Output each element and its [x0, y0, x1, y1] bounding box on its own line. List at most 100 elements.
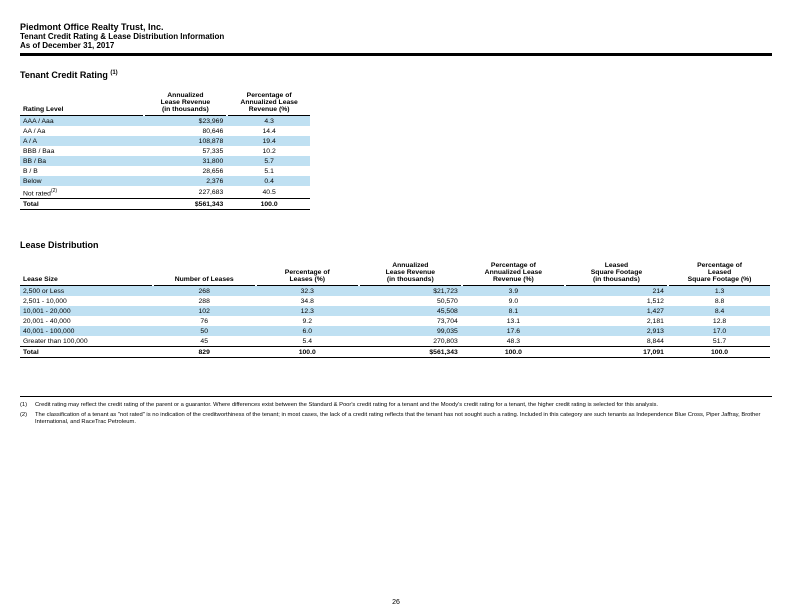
- cell-total-num: 829: [154, 347, 255, 358]
- cell-size: 10,001 - 20,000: [20, 306, 152, 316]
- footnote-2-num: (2): [20, 412, 35, 425]
- table-row: 2,501 - 10,00028834.850,5709.01,5128.8: [20, 296, 770, 306]
- cell-pct: 5.7: [228, 156, 310, 166]
- table-row: AAA / Aaa$23,9694.3: [20, 116, 310, 127]
- credit-title-sup: (1): [110, 70, 117, 76]
- cell-pctsf: 12.8: [669, 316, 770, 326]
- table-row: 2,500 or Less26832.3$21,7233.92141.3: [20, 286, 770, 297]
- cell-rating: B / B: [20, 166, 143, 176]
- cell-pct: 19.4: [228, 136, 310, 146]
- cell-rating: Below: [20, 176, 143, 186]
- report-subtitle: Tenant Credit Rating & Lease Distributio…: [20, 32, 772, 41]
- header-rule: [20, 53, 772, 56]
- col-leased-sf: LeasedSquare Footage(in thousands): [566, 260, 667, 286]
- table-row: AA / Aa80,64614.4: [20, 126, 310, 136]
- cell-total-pctsf: 100.0: [669, 347, 770, 358]
- cell-rating: AA / Aa: [20, 126, 143, 136]
- col-ann-rev: AnnualizedLease Revenue(in thousands): [360, 260, 461, 286]
- page-header: Piedmont Office Realty Trust, Inc. Tenan…: [20, 22, 772, 56]
- cell-pctsf: 8.8: [669, 296, 770, 306]
- table-row: BBB / Baa57,33510.2: [20, 146, 310, 156]
- cell-size: 40,001 - 100,000: [20, 326, 152, 336]
- cell-rev: 45,508: [360, 306, 461, 316]
- cell-total-rev: $561,343: [145, 199, 227, 210]
- cell-rev: $21,723: [360, 286, 461, 297]
- cell-size: 2,501 - 10,000: [20, 296, 152, 306]
- col-pct-leased-sf: Percentage ofLeasedSquare Footage (%): [669, 260, 770, 286]
- cell-pct: 14.4: [228, 126, 310, 136]
- cell-num: 268: [154, 286, 255, 297]
- cell-rating: AAA / Aaa: [20, 116, 143, 127]
- col-pct-rev: Percentage of Annualized Lease Revenue (…: [228, 90, 310, 116]
- cell-pctsf: 51.7: [669, 336, 770, 347]
- col-rating-level: Rating Level: [20, 90, 143, 116]
- cell-total-sf: 17,091: [566, 347, 667, 358]
- cell-total-pct: 100.0: [228, 199, 310, 210]
- total-row: Total$561,343100.0: [20, 199, 310, 210]
- cell-rev: 73,704: [360, 316, 461, 326]
- cell-pctl: 32.3: [257, 286, 358, 297]
- cell-rev: 227,683: [145, 186, 227, 199]
- credit-section-title: Tenant Credit Rating (1): [20, 70, 772, 80]
- cell-rev: 99,035: [360, 326, 461, 336]
- cell-num: 50: [154, 326, 255, 336]
- cell-total-size: Total: [20, 347, 152, 358]
- cell-sf: 1,427: [566, 306, 667, 316]
- col-pct-leases: Percentage ofLeases (%): [257, 260, 358, 286]
- cell-pctr: 48.3: [463, 336, 564, 347]
- col-pct-ann-rev: Percentage ofAnnualized LeaseRevenue (%): [463, 260, 564, 286]
- cell-rating: BB / Ba: [20, 156, 143, 166]
- cell-pctr: 8.1: [463, 306, 564, 316]
- cell-pctl: 5.4: [257, 336, 358, 347]
- cell-num: 76: [154, 316, 255, 326]
- cell-num: 45: [154, 336, 255, 347]
- table-row: 20,001 - 40,000769.273,70413.12,18112.8: [20, 316, 770, 326]
- cell-sf: 1,512: [566, 296, 667, 306]
- cell-total-label: Total: [20, 199, 143, 210]
- cell-pctl: 6.0: [257, 326, 358, 336]
- lease-distribution-table: Lease Size Number of Leases Percentage o…: [20, 260, 770, 358]
- footnote-1: (1) Credit rating may reflect the credit…: [20, 402, 772, 409]
- footnote-rule: [20, 396, 772, 397]
- table-row: 10,001 - 20,00010212.345,5088.11,4278.4: [20, 306, 770, 316]
- cell-total-rev: $561,343: [360, 347, 461, 358]
- credit-rating-table: Rating Level Annualized Lease Revenue (i…: [20, 90, 310, 210]
- total-row: Total829100.0$561,343100.017,091100.0: [20, 347, 770, 358]
- table-row: Below2,3760.4: [20, 176, 310, 186]
- page-number: 26: [0, 599, 792, 606]
- col-lease-size: Lease Size: [20, 260, 152, 286]
- cell-pctsf: 8.4: [669, 306, 770, 316]
- cell-pctr: 13.1: [463, 316, 564, 326]
- table-row: 40,001 - 100,000506.099,03517.62,91317.0: [20, 326, 770, 336]
- cell-sf: 2,913: [566, 326, 667, 336]
- cell-size: Greater than 100,000: [20, 336, 152, 347]
- footnote-1-text: Credit rating may reflect the credit rat…: [35, 402, 772, 409]
- col-num-leases: Number of Leases: [154, 260, 255, 286]
- table-row: BB / Ba31,8005.7: [20, 156, 310, 166]
- credit-title-text: Tenant Credit Rating: [20, 70, 110, 80]
- cell-rating: A / A: [20, 136, 143, 146]
- cell-pctr: 3.9: [463, 286, 564, 297]
- cell-pctr: 17.6: [463, 326, 564, 336]
- credit-header-row: Rating Level Annualized Lease Revenue (i…: [20, 90, 310, 116]
- cell-rev: 50,570: [360, 296, 461, 306]
- col-annualized-rev: Annualized Lease Revenue (in thousands): [145, 90, 227, 116]
- cell-num: 102: [154, 306, 255, 316]
- footnote-1-num: (1): [20, 402, 35, 409]
- footnote-2: (2) The classification of a tenant as "n…: [20, 412, 772, 425]
- cell-rating: BBB / Baa: [20, 146, 143, 156]
- footnote-2-text: The classification of a tenant as "not r…: [35, 412, 772, 425]
- cell-rev: 270,803: [360, 336, 461, 347]
- cell-size: 2,500 or Less: [20, 286, 152, 297]
- table-row: Greater than 100,000455.4270,80348.38,84…: [20, 336, 770, 347]
- cell-pctsf: 1.3: [669, 286, 770, 297]
- table-row: A / A108,87819.4: [20, 136, 310, 146]
- cell-rev: 80,646: [145, 126, 227, 136]
- cell-pct: 5.1: [228, 166, 310, 176]
- cell-pctl: 12.3: [257, 306, 358, 316]
- cell-pct: 40.5: [228, 186, 310, 199]
- cell-size: 20,001 - 40,000: [20, 316, 152, 326]
- cell-sf: 214: [566, 286, 667, 297]
- cell-rating: Not rated(2): [20, 186, 143, 199]
- cell-num: 288: [154, 296, 255, 306]
